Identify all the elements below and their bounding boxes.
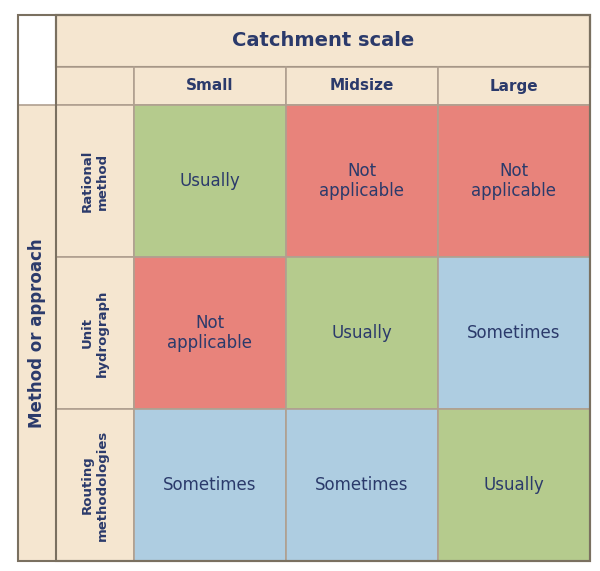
Text: Not
applicable: Not applicable xyxy=(320,162,404,200)
Text: Method or approach: Method or approach xyxy=(28,238,46,428)
Bar xyxy=(438,409,590,561)
Bar xyxy=(134,105,286,257)
Bar xyxy=(56,257,134,409)
Bar xyxy=(56,15,590,561)
Text: Usually: Usually xyxy=(484,476,544,494)
Text: Sometimes: Sometimes xyxy=(163,476,257,494)
Bar xyxy=(18,105,56,561)
Bar xyxy=(438,67,590,105)
Bar xyxy=(134,409,286,561)
Text: Sometimes: Sometimes xyxy=(467,324,561,342)
Text: Not
applicable: Not applicable xyxy=(472,162,557,200)
Bar xyxy=(134,257,286,409)
Bar xyxy=(56,15,590,67)
Bar xyxy=(56,105,134,257)
Text: Rational
method: Rational method xyxy=(81,150,109,212)
Bar xyxy=(134,67,286,105)
Bar xyxy=(56,67,134,105)
Bar xyxy=(286,409,438,561)
Bar xyxy=(56,409,134,561)
Text: Usually: Usually xyxy=(332,324,392,342)
Text: Not
applicable: Not applicable xyxy=(167,313,253,352)
Text: Midsize: Midsize xyxy=(330,78,394,94)
Text: Large: Large xyxy=(490,78,538,94)
Text: Small: Small xyxy=(186,78,234,94)
Text: Usually: Usually xyxy=(179,172,241,190)
Text: Unit
hydrograph: Unit hydrograph xyxy=(81,289,109,377)
Bar xyxy=(286,67,438,105)
Text: Catchment scale: Catchment scale xyxy=(232,31,414,50)
Text: Sometimes: Sometimes xyxy=(315,476,409,494)
Bar xyxy=(438,257,590,409)
Bar xyxy=(286,105,438,257)
Text: Routing
methodologies: Routing methodologies xyxy=(81,429,109,541)
Bar xyxy=(286,257,438,409)
Bar xyxy=(438,105,590,257)
